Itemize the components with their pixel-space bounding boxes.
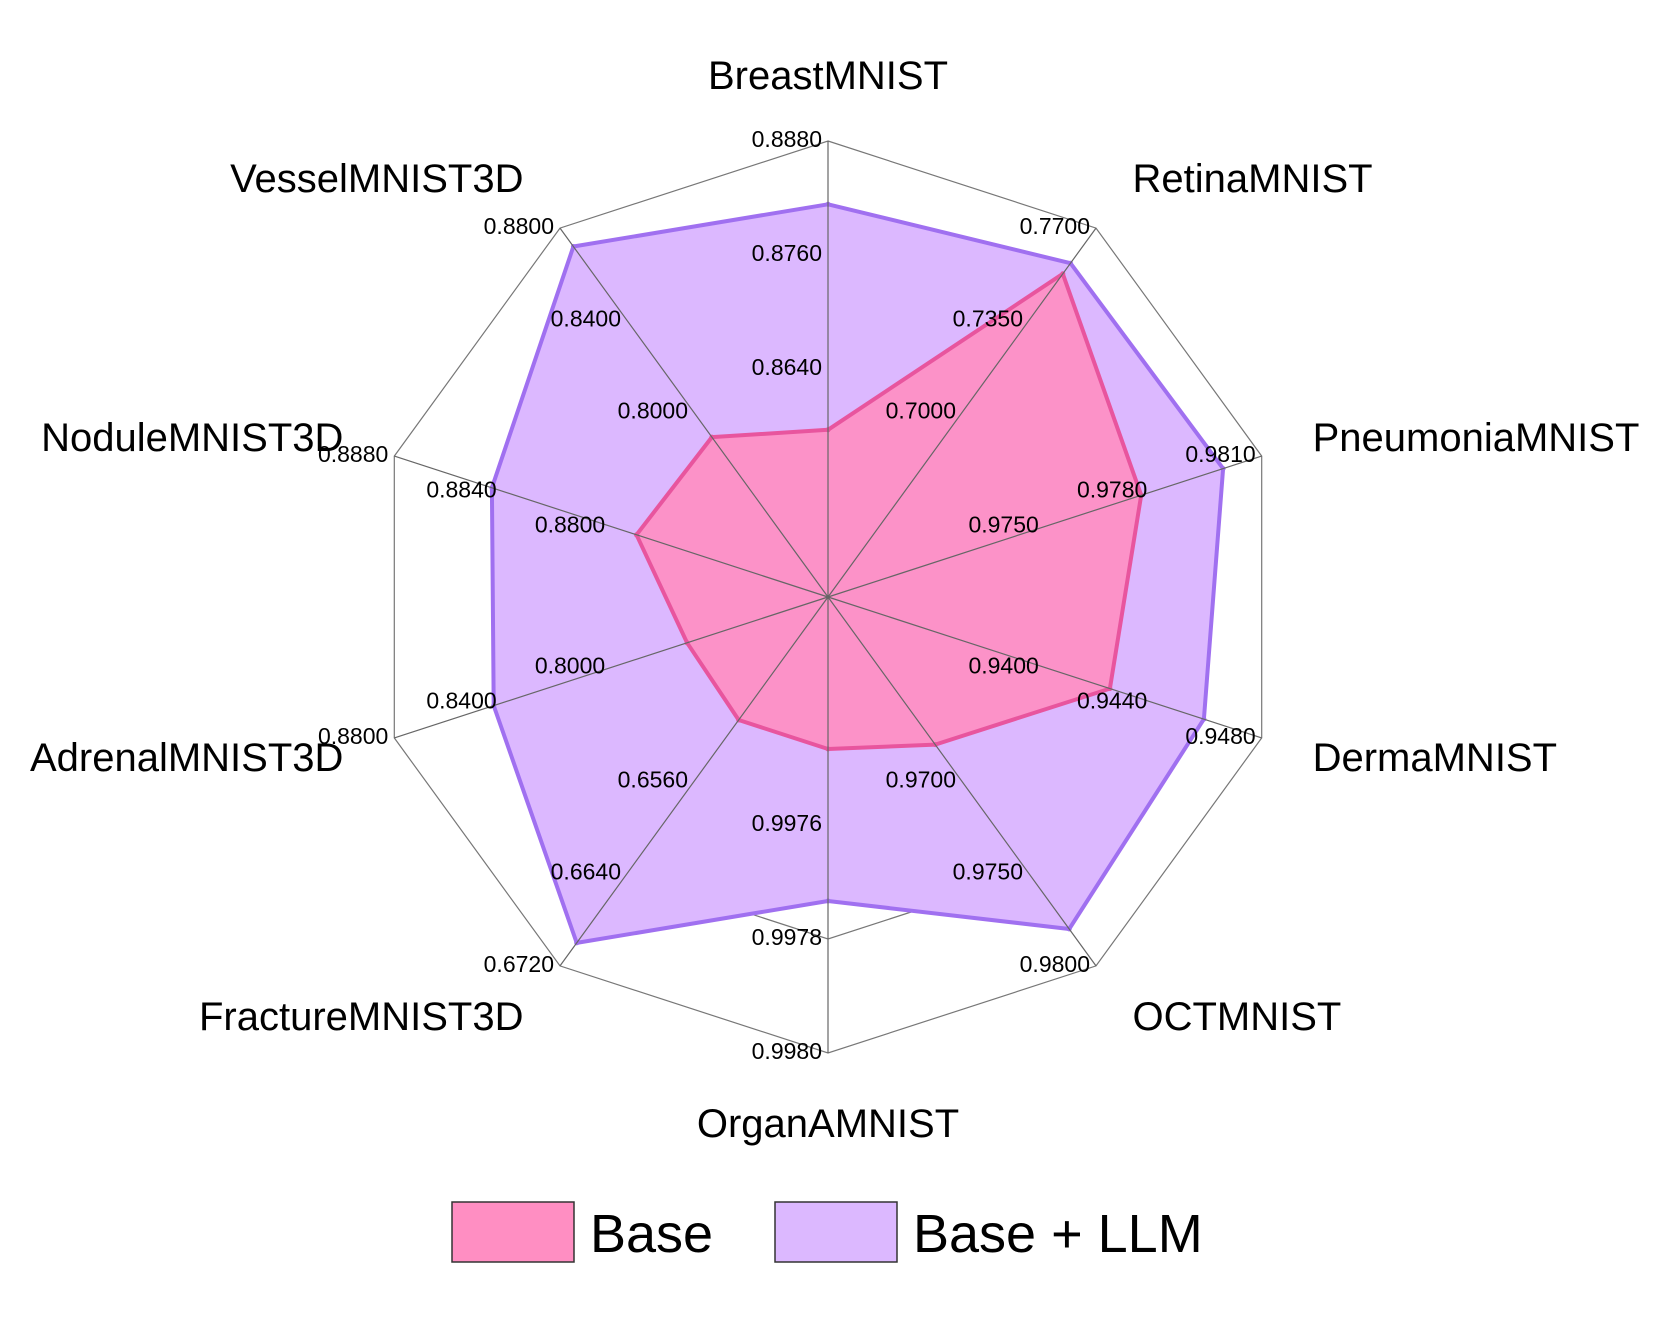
tick-organamnist-3: 0.9980 (752, 1038, 822, 1064)
tick-breastmnist-1: 0.8640 (752, 354, 822, 380)
axis-label-adrenalmnist3d: AdrenalMNIST3D (30, 736, 343, 780)
axis-label-retinamnist: RetinaMNIST (1133, 157, 1373, 201)
tick-retinamnist-1: 0.7000 (886, 398, 956, 424)
radar-series (489, 201, 1226, 946)
tick-octmnist-1: 0.9700 (886, 767, 956, 793)
legend-swatch-base (451, 1201, 575, 1263)
axis-label-fracturemnist3d: FractureMNIST3D (199, 995, 524, 1039)
tick-fracturemnist3d-2: 0.6640 (551, 859, 621, 885)
tick-organamnist-2: 0.9978 (752, 924, 822, 950)
legend-swatch-base-llm (774, 1201, 898, 1263)
spoke-octmnist (827, 596, 1097, 967)
axis-labels: BreastMNIST RetinaMNIST PneumoniaMNIST Derm… (30, 54, 1639, 1146)
axis-label-octmnist: OCTMNIST (1133, 995, 1342, 1039)
tick-adrenalmnist3d-2: 0.8400 (426, 688, 496, 714)
radar-spokes (394, 141, 1262, 1053)
tick-vesselmnist3d-2: 0.8400 (551, 305, 621, 331)
tick-fracturemnist3d-1: 0.6560 (618, 767, 688, 793)
tick-labels: 0.8640 0.8760 0.8880 0.7000 0.7350 0.7700 0.97… (318, 126, 1256, 1064)
tick-fracturemnist3d-3: 0.6720 (484, 951, 554, 977)
tick-dermamnist-1: 0.9400 (968, 653, 1038, 679)
tick-octmnist-3: 0.9800 (1020, 951, 1090, 977)
axis-label-dermamnist: DermaMNIST (1313, 736, 1557, 780)
spoke-pneumoniamnist (827, 455, 1262, 598)
legend-label-base: Base (590, 1204, 713, 1264)
tick-nodulemnist3d-1: 0.8800 (535, 512, 605, 538)
axis-label-breastmnist: BreastMNIST (708, 54, 948, 98)
tick-octmnist-2: 0.9750 (953, 859, 1023, 885)
tick-pneumoniamnist-1: 0.9750 (968, 512, 1038, 538)
legend-label-base-llm: Base + LLM (913, 1204, 1203, 1264)
tick-adrenalmnist3d-1: 0.8000 (535, 653, 605, 679)
spoke-dermamnist (827, 596, 1262, 739)
tick-breastmnist-3: 0.8880 (752, 126, 822, 152)
spoke-fracturemnist3d (559, 596, 829, 967)
axis-label-pneumoniamnist: PneumoniaMNIST (1313, 416, 1640, 460)
spoke-retinamnist (827, 227, 1097, 598)
tick-vesselmnist3d-1: 0.8000 (618, 398, 688, 424)
tick-vesselmnist3d-3: 0.8800 (484, 213, 554, 239)
tick-nodulemnist3d-2: 0.8840 (426, 476, 496, 502)
tick-breastmnist-2: 0.8760 (752, 240, 822, 266)
spoke-vesselmnist3d (559, 227, 829, 598)
tick-pneumoniamnist-3: 0.9810 (1185, 441, 1255, 467)
tick-nodulemnist3d-3: 0.8880 (318, 441, 388, 467)
tick-retinamnist-3: 0.7700 (1020, 213, 1090, 239)
axis-label-organamnist: OrganAMNIST (697, 1102, 959, 1146)
tick-adrenalmnist3d-3: 0.8800 (318, 723, 388, 749)
tick-dermamnist-2: 0.9440 (1077, 688, 1147, 714)
axis-label-nodulemnist3d: NoduleMNIST3D (41, 416, 343, 460)
tick-organamnist-1: 0.9976 (752, 810, 822, 836)
tick-retinamnist-2: 0.7350 (953, 305, 1023, 331)
legend: Base Base + LLM (451, 1201, 1203, 1264)
spoke-nodulemnist3d (394, 455, 829, 598)
legend-item-base-llm: Base + LLM (774, 1201, 1203, 1264)
legend-item-base: Base (451, 1201, 713, 1264)
axis-label-vesselmnist3d: VesselMNIST3D (230, 157, 523, 201)
spoke-adrenalmnist3d (394, 596, 829, 739)
tick-dermamnist-3: 0.9480 (1185, 723, 1255, 749)
tick-pneumoniamnist-2: 0.9780 (1077, 476, 1147, 502)
